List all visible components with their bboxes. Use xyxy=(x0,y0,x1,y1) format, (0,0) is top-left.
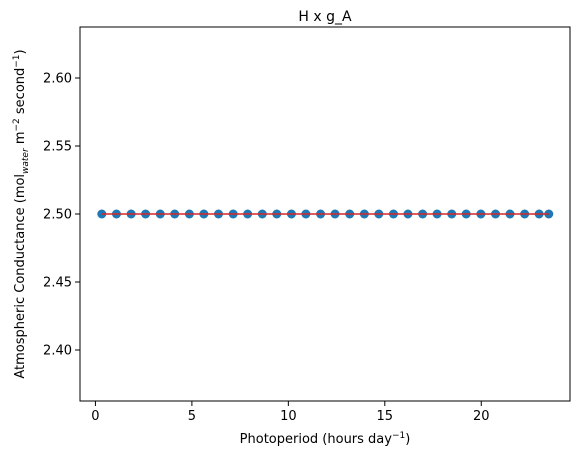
x-axis-label: Photoperiod (hours day−1) xyxy=(240,431,411,447)
y-tick-label: 2.60 xyxy=(43,72,72,87)
x-axis: 0 5 10 15 20 xyxy=(91,401,490,424)
y-tick-label: 2.55 xyxy=(43,140,72,155)
y-axis: 2.40 2.45 2.50 2.55 2.60 xyxy=(43,72,80,359)
x-tick-label: 10 xyxy=(280,409,297,424)
y-tick-label: 2.45 xyxy=(43,276,72,291)
x-tick-label: 5 xyxy=(188,409,196,424)
chart-title: H x g_A xyxy=(298,9,352,25)
plot-marks xyxy=(97,209,554,219)
y-tick-label: 2.50 xyxy=(43,208,72,223)
y-axis-label: Atmospheric Conductance (molwater m−2 se… xyxy=(12,49,31,378)
y-tick-label: 2.40 xyxy=(43,344,72,359)
x-tick-label: 20 xyxy=(473,409,490,424)
x-tick-label: 15 xyxy=(377,409,394,424)
x-tick-label: 0 xyxy=(91,409,99,424)
